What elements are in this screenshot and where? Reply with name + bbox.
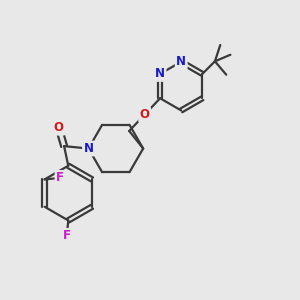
Text: N: N — [155, 68, 165, 80]
Text: N: N — [176, 55, 186, 68]
Text: O: O — [140, 108, 150, 121]
Text: O: O — [54, 121, 64, 134]
Text: N: N — [83, 142, 94, 155]
Text: F: F — [63, 230, 71, 242]
Text: F: F — [56, 171, 64, 184]
